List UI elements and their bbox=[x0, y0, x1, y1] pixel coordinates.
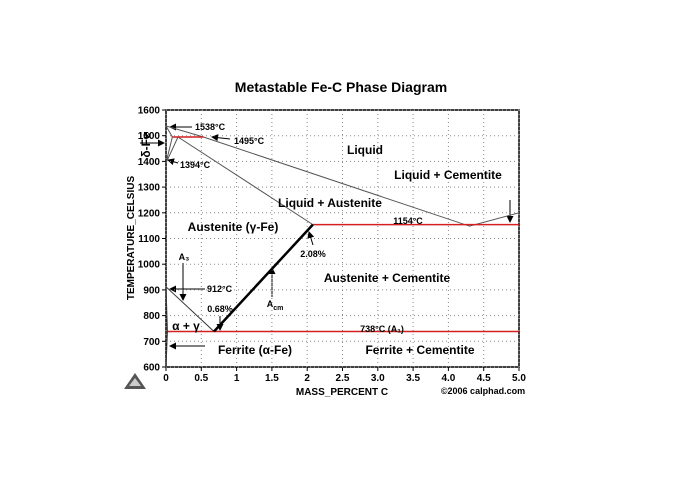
y-tick-label: 800 bbox=[143, 311, 160, 322]
x-tick-label: 1.5 bbox=[265, 373, 279, 384]
annotation-text: 2.08% bbox=[300, 249, 326, 259]
annotation: Liquid + Austenite bbox=[278, 196, 382, 210]
annotation: ©2006 calphad.com bbox=[441, 386, 525, 396]
chart-title: Metastable Fe-C Phase Diagram bbox=[235, 79, 447, 95]
annotation: 2.08% bbox=[300, 249, 326, 259]
annotation: Austenite + Cementite bbox=[324, 271, 451, 285]
annotation-text: 1495°C bbox=[234, 136, 265, 146]
y-tick-label: 1400 bbox=[138, 157, 161, 168]
annotation: Ferrite (α-Fe) bbox=[218, 343, 292, 357]
annotation-text: A bbox=[267, 299, 274, 309]
annotation-text: Austenite + Cementite bbox=[324, 271, 451, 285]
annotation-text: 0.68% bbox=[207, 304, 233, 314]
annotation-text: Liquid + Austenite bbox=[278, 196, 382, 210]
phase-boundary bbox=[213, 223, 314, 333]
annotation-text: Ferrite (α-Fe) bbox=[218, 343, 292, 357]
phase-boundary bbox=[165, 125, 520, 227]
x-tick-label: 0 bbox=[163, 373, 169, 384]
y-tick-label: 1500 bbox=[138, 131, 161, 142]
annotation: Liquid + Cementite bbox=[394, 168, 502, 182]
annotation-text: Ferrite + Cementite bbox=[365, 343, 474, 357]
x-tick-label: 0.5 bbox=[194, 373, 208, 384]
annotation-text: Liquid + Cementite bbox=[394, 168, 502, 182]
x-axis-label: MASS_PERCENT C bbox=[296, 387, 388, 398]
annotation: Liquid bbox=[347, 143, 383, 157]
annotation: δ-Fe bbox=[139, 132, 153, 158]
annotation: 738°C (A₁) bbox=[360, 324, 404, 334]
x-tick-label: 2 bbox=[304, 373, 310, 384]
x-tick-label: 5.0 bbox=[512, 373, 526, 384]
x-tick-label: 1 bbox=[234, 373, 240, 384]
phase-boundary bbox=[165, 286, 168, 368]
y-tick-label: 700 bbox=[143, 337, 160, 348]
phase-boundary bbox=[165, 136, 179, 164]
annotation-text: 912°C bbox=[207, 284, 233, 294]
annotation: 1538°C bbox=[195, 122, 226, 132]
annotation-text: δ-Fe bbox=[139, 132, 153, 158]
annotation: 0.68% bbox=[207, 304, 233, 314]
annotation: Austenite (γ-Fe) bbox=[188, 220, 279, 234]
annotation-text: Liquid bbox=[347, 143, 383, 157]
x-tick-label: 3.5 bbox=[406, 373, 420, 384]
annotation-text: Austenite (γ-Fe) bbox=[188, 220, 279, 234]
y-tick-label: 1300 bbox=[138, 183, 161, 194]
x-tick-label: 3.0 bbox=[371, 373, 385, 384]
annotation: 1495°C bbox=[234, 136, 265, 146]
arrows bbox=[140, 123, 514, 350]
annotation-subscript: cm bbox=[273, 305, 283, 312]
phase-boundary bbox=[165, 286, 215, 332]
annotation-text: 1394°C bbox=[180, 160, 211, 170]
annotation-text: ©2006 calphad.com bbox=[441, 386, 525, 396]
annotation-text: 1154°C bbox=[393, 216, 423, 226]
annotation: Ferrite + Cementite bbox=[365, 343, 474, 357]
annotation-text: 738°C (A₁) bbox=[360, 324, 404, 334]
annotation: 1154°C bbox=[393, 216, 423, 226]
x-tick-label: 4.0 bbox=[441, 373, 455, 384]
y-tick-label: 1000 bbox=[138, 260, 161, 271]
annotation: α + γ bbox=[172, 319, 200, 333]
annotation: A₃ bbox=[179, 252, 190, 262]
annotation-text: 1538°C bbox=[195, 122, 226, 132]
y-axis-label: TEMPERATURE_CELSIUS bbox=[126, 176, 137, 301]
phase-boundary bbox=[165, 125, 173, 138]
x-tick-label: 4.5 bbox=[477, 373, 491, 384]
annotation: Acm bbox=[267, 299, 284, 312]
annotation-text: A₃ bbox=[179, 252, 190, 262]
annotation: 1394°C bbox=[180, 160, 211, 170]
annotation: 912°C bbox=[207, 284, 233, 294]
y-tick-label: 900 bbox=[143, 285, 160, 296]
y-tick-label: 1600 bbox=[138, 106, 161, 117]
logo bbox=[124, 373, 146, 389]
phase-boundary bbox=[177, 136, 314, 226]
annotation-text: α + γ bbox=[172, 319, 200, 333]
x-tick-label: 2.5 bbox=[336, 373, 350, 384]
y-tick-label: 1200 bbox=[138, 208, 161, 219]
y-tick-label: 600 bbox=[143, 363, 160, 374]
phase-boundary bbox=[165, 136, 173, 164]
y-tick-label: 1100 bbox=[138, 234, 160, 245]
